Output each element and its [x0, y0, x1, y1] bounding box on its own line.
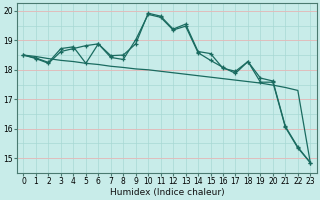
X-axis label: Humidex (Indice chaleur): Humidex (Indice chaleur): [109, 188, 224, 197]
